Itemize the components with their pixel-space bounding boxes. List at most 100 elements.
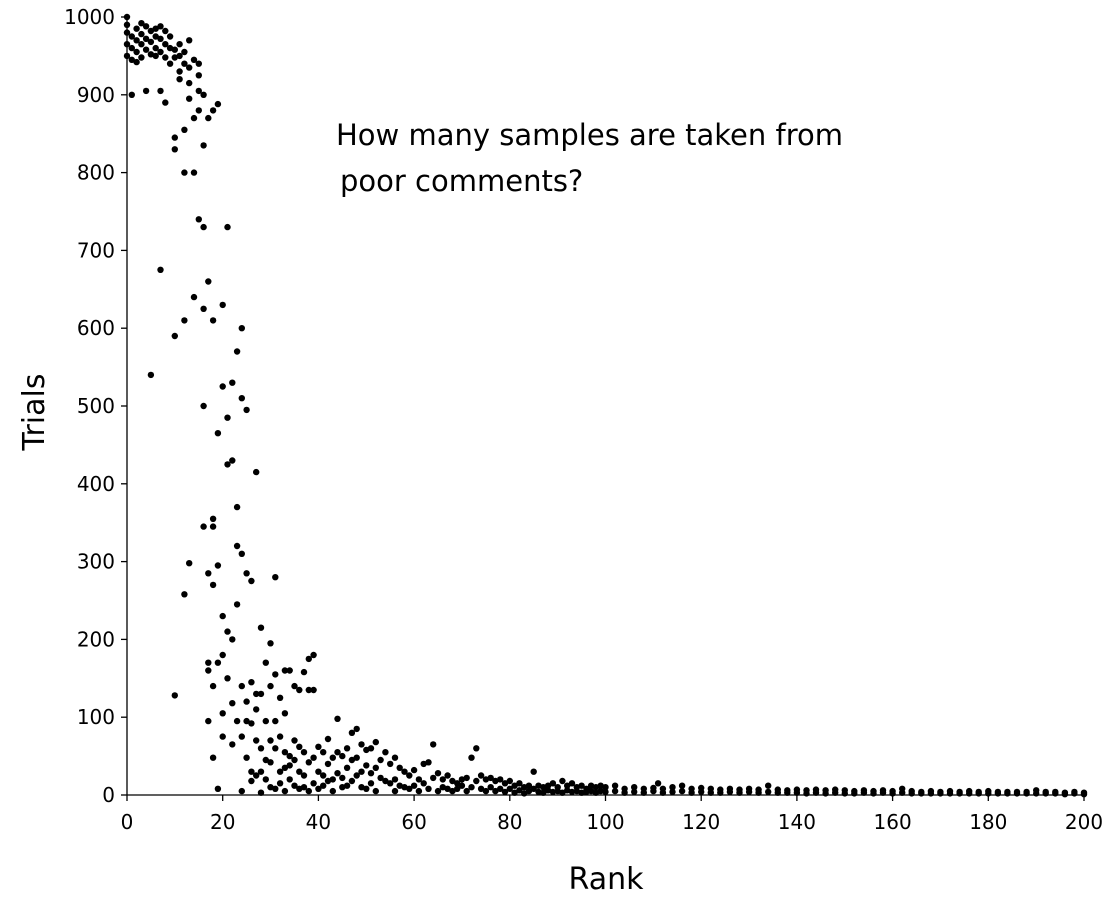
data-point (420, 780, 427, 787)
y-axis-ticks: 0 100 200 300 400 500 600 700 800 900 1000 (64, 5, 127, 807)
data-point (200, 142, 207, 149)
data-point (353, 725, 360, 733)
data-point (305, 655, 312, 663)
data-point (296, 686, 303, 694)
scatter-points (123, 13, 1088, 798)
y-tick-label: 100 (77, 705, 115, 729)
data-point (334, 715, 341, 722)
data-point (209, 581, 217, 589)
data-point (310, 780, 317, 787)
x-tick-label: 140 (778, 810, 816, 834)
data-point (367, 745, 375, 752)
data-point (305, 787, 312, 795)
data-point (540, 789, 547, 796)
data-point (602, 784, 609, 791)
data-point (310, 686, 317, 694)
data-point (492, 777, 499, 785)
data-point (233, 542, 241, 550)
data-point (956, 790, 963, 797)
data-point (410, 766, 418, 774)
data-point (176, 68, 183, 75)
data-point (343, 764, 351, 771)
data-point (439, 776, 446, 783)
data-point (568, 780, 576, 787)
x-tick-label: 80 (497, 810, 522, 834)
data-point (487, 774, 494, 782)
data-point (123, 21, 131, 28)
data-point (592, 789, 600, 796)
data-point (238, 682, 245, 690)
data-point (1004, 790, 1011, 797)
data-point (138, 30, 145, 38)
data-point (1061, 791, 1069, 798)
data-point (597, 782, 604, 789)
data-point (209, 754, 217, 761)
data-point (162, 27, 169, 35)
data-point (707, 789, 714, 796)
data-point (133, 58, 140, 66)
data-point (253, 737, 260, 744)
data-point (851, 790, 858, 797)
data-point (171, 46, 178, 53)
data-point (530, 785, 537, 792)
data-point (511, 789, 518, 796)
data-point (568, 788, 576, 796)
data-point (899, 789, 906, 796)
data-point (267, 640, 274, 647)
data-point (339, 752, 346, 760)
data-point (181, 48, 188, 56)
data-point (415, 787, 423, 795)
data-point (229, 700, 236, 707)
data-point (717, 789, 724, 796)
data-point (889, 790, 896, 797)
data-point (205, 717, 212, 725)
data-point (229, 457, 236, 464)
data-point (377, 774, 384, 782)
data-point (320, 782, 327, 789)
data-point (454, 780, 461, 787)
data-point (559, 777, 566, 785)
data-point (195, 216, 202, 223)
data-point (133, 48, 140, 56)
data-point (233, 601, 241, 608)
data-point (454, 785, 461, 792)
data-point (329, 776, 336, 783)
data-point (181, 126, 188, 133)
x-axis-ticks: 0 20 40 60 80 100 120 140 160 180 200 (121, 795, 1103, 834)
data-point (564, 782, 571, 789)
x-tick-label: 200 (1065, 810, 1103, 834)
data-point (444, 772, 451, 779)
data-point (205, 114, 212, 122)
data-point (181, 317, 188, 324)
data-point (248, 777, 255, 785)
data-point (248, 720, 255, 727)
data-point (937, 790, 944, 797)
data-point (793, 789, 801, 796)
y-tick-label: 700 (77, 238, 115, 262)
data-point (310, 754, 317, 761)
data-point (367, 770, 375, 777)
data-point (142, 23, 150, 30)
data-point (229, 379, 236, 386)
data-point (291, 737, 298, 744)
data-point (324, 735, 332, 743)
data-point (611, 787, 619, 795)
data-point (540, 784, 547, 791)
data-point (611, 782, 619, 789)
data-point (214, 100, 222, 108)
data-point (492, 787, 499, 795)
data-point (329, 787, 336, 795)
data-point (128, 44, 135, 52)
data-point (229, 636, 236, 643)
data-point (736, 789, 743, 796)
data-point (200, 305, 207, 312)
data-point (238, 325, 245, 332)
data-point (171, 134, 178, 141)
data-point (320, 772, 327, 779)
data-point (171, 146, 178, 153)
data-point (138, 41, 145, 48)
data-point (233, 348, 241, 355)
data-point (257, 690, 265, 698)
data-point (147, 27, 155, 35)
data-point (267, 737, 274, 744)
